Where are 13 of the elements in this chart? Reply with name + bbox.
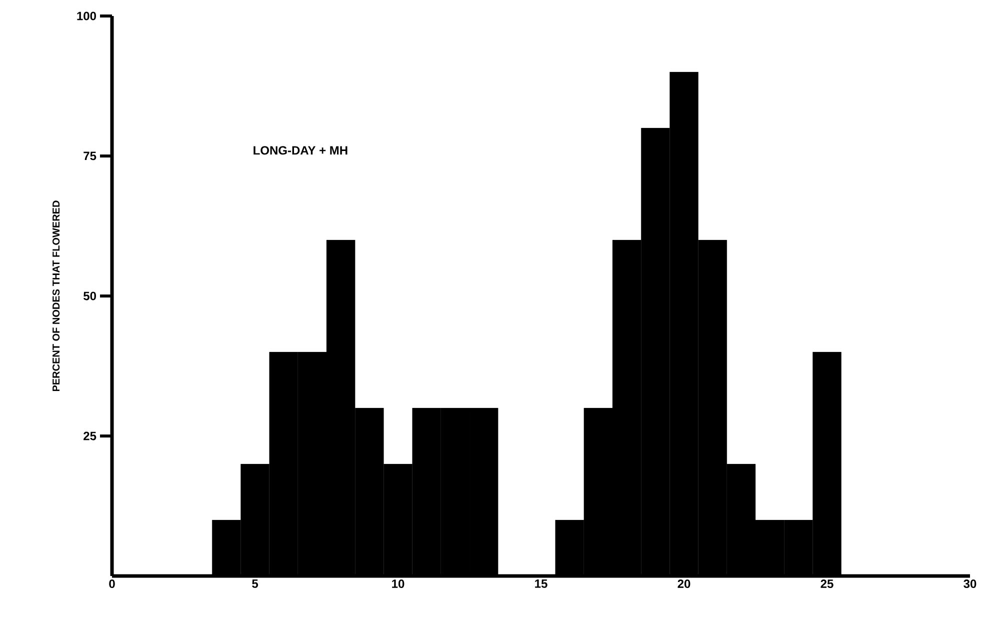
x-tick-label: 10 <box>392 580 404 588</box>
y-tick-label: 50 <box>84 292 96 300</box>
x-tick-label: 20 <box>678 580 690 588</box>
x-tick-label: 0 <box>109 580 115 588</box>
annotation: LONG-DAY + MH <box>254 146 348 155</box>
y-tick-label: 75 <box>84 152 96 160</box>
x-tick-label: 15 <box>535 580 548 588</box>
x-tick-label: 5 <box>252 580 258 588</box>
x-tick-label: 25 <box>820 580 834 588</box>
x-tick-label: 30 <box>964 580 976 588</box>
y-tick-label: 100 <box>77 12 96 20</box>
y-axis-title: PERCENT OF NODES THAT FLOWERED <box>52 200 60 392</box>
y-tick-label: 25 <box>84 432 96 440</box>
